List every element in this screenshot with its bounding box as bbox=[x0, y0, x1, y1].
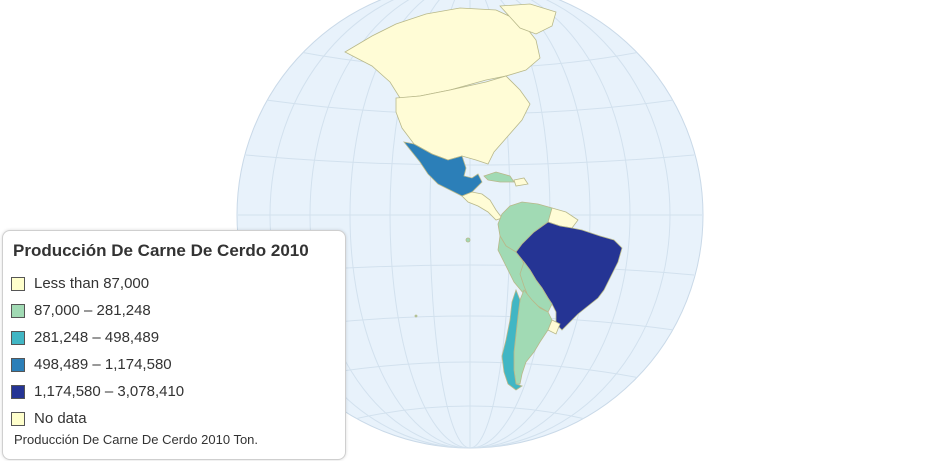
legend-title: Producción De Carne De Cerdo 2010 bbox=[13, 241, 309, 260]
country-mexico[interactable] bbox=[403, 141, 483, 197]
legend-item[interactable]: 498,489 – 1,174,580 bbox=[11, 351, 184, 378]
legend-note: Producción De Carne De Cerdo 2010 Ton. bbox=[14, 432, 259, 447]
legend-swatch bbox=[11, 303, 25, 318]
island-small bbox=[414, 314, 418, 318]
legend-list: Less than 87,000 87,000 – 281,248 281,24… bbox=[11, 270, 184, 432]
legend-item[interactable]: 87,000 – 281,248 bbox=[11, 297, 184, 324]
country-uruguay[interactable] bbox=[547, 319, 561, 335]
legend-item[interactable]: No data bbox=[11, 405, 184, 432]
legend-item[interactable]: 281,248 – 498,489 bbox=[11, 324, 184, 351]
legend-panel: Producción De Carne De Cerdo 2010 Less t… bbox=[2, 230, 346, 460]
legend-swatch bbox=[11, 357, 25, 372]
country-greenland[interactable] bbox=[499, 3, 557, 35]
legend-label: 281,248 – 498,489 bbox=[34, 329, 160, 346]
legend-label: 498,489 – 1,174,580 bbox=[34, 356, 172, 373]
country-cuba[interactable] bbox=[483, 171, 515, 183]
legend-label: No data bbox=[34, 410, 87, 427]
legend-item[interactable]: Less than 87,000 bbox=[11, 270, 184, 297]
legend-label: 1,174,580 – 3,078,410 bbox=[34, 383, 185, 400]
legend-swatch bbox=[11, 384, 25, 399]
land bbox=[344, 3, 623, 391]
legend-swatch bbox=[11, 330, 25, 345]
country-canada[interactable] bbox=[344, 7, 541, 99]
country-bolivia-paraguay[interactable] bbox=[519, 261, 553, 313]
legend-label: 87,000 – 281,248 bbox=[34, 302, 151, 319]
legend-swatch bbox=[11, 276, 25, 291]
island-galapagos bbox=[465, 237, 471, 243]
country-hispaniola[interactable] bbox=[513, 177, 529, 187]
country-chile[interactable] bbox=[501, 288, 523, 391]
legend-swatch bbox=[11, 411, 25, 426]
legend-item[interactable]: 1,174,580 – 3,078,410 bbox=[11, 378, 184, 405]
legend-label: Less than 87,000 bbox=[34, 275, 150, 292]
